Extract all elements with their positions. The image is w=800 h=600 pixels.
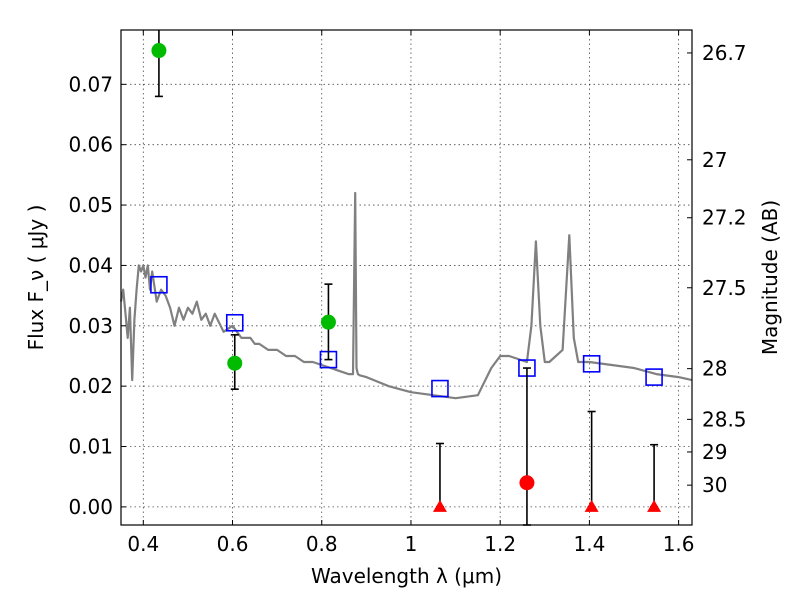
x-tick-label: 1.4 <box>573 532 605 556</box>
x-tick-label: 1 <box>405 532 418 556</box>
x-tick-label: 0.4 <box>127 532 159 556</box>
upper-limit-marker <box>647 499 662 512</box>
point-layer <box>151 43 662 512</box>
detection-point <box>227 355 243 371</box>
grid-lines <box>121 30 692 525</box>
y-tick-label: 0.03 <box>68 314 113 338</box>
x-tick-label: 0.6 <box>217 532 249 556</box>
y-axis-right-label: Magnitude (AB) <box>758 200 782 355</box>
tick-layer: 0.4 0.6 0.8 1 1.2 1.4 1.6 0.00 0.01 0.02 0.03 0.04 0… <box>68 30 747 556</box>
right-tick-label: 27.2 <box>702 206 747 230</box>
model-spectrum-layer <box>119 191 693 400</box>
model-photometry-square <box>225 313 244 332</box>
x-tick-label: 1.2 <box>484 532 516 556</box>
model-spectrum-line <box>119 191 693 400</box>
model-photometry-square <box>582 355 601 373</box>
upper-limit-marker <box>584 499 599 512</box>
x-tick-label: 0.8 <box>306 532 338 556</box>
x-axis-label: Wavelength λ (μm) <box>311 564 502 588</box>
right-tick-label: 28 <box>702 357 727 381</box>
y-tick-label: 0.00 <box>68 495 113 519</box>
detection-point <box>320 314 336 330</box>
y-axis-label: Flux F_ν ( μJy ) <box>24 205 48 351</box>
y-tick-label: 0.06 <box>68 133 113 157</box>
y-tick-label: 0.04 <box>68 253 113 277</box>
low-sn-point <box>519 475 535 491</box>
right-tick-label: 29 <box>702 440 727 464</box>
right-tick-label: 26.7 <box>702 41 747 65</box>
right-tick-label: 27 <box>702 148 727 172</box>
y-tick-label: 0.01 <box>68 435 113 459</box>
model-photometry-square <box>431 379 449 398</box>
upper-limit-marker <box>432 499 447 512</box>
x-tick-label: 1.6 <box>663 532 695 556</box>
y-tick-label: 0.07 <box>68 72 113 96</box>
right-tick-label: 30 <box>702 473 727 497</box>
model-photometry-square <box>150 275 168 294</box>
right-tick-label: 27.5 <box>702 276 747 300</box>
errorbar-layer <box>154 30 659 526</box>
detection-point <box>151 43 167 59</box>
model-photometry-layer <box>150 275 663 398</box>
y-tick-label: 0.05 <box>68 193 113 217</box>
model-photometry-square <box>645 368 663 386</box>
plot-frame <box>120 29 693 526</box>
right-tick-label: 28.5 <box>702 407 747 431</box>
y-tick-label: 0.02 <box>68 374 113 398</box>
